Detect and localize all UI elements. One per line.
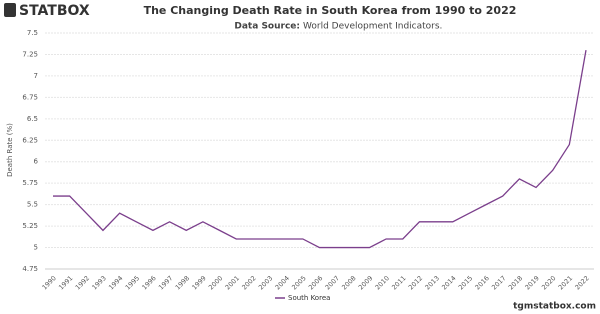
x-tick-label: 2002	[240, 274, 257, 291]
x-tick-label: 2000	[207, 274, 224, 291]
logo: STATBOX	[19, 3, 90, 19]
y-tick-label: 6.75	[22, 93, 38, 101]
x-tick-label: 1994	[107, 274, 124, 291]
x-tick-label: 1997	[157, 274, 174, 291]
x-tick-label: 2018	[507, 274, 524, 291]
x-tick-label: 2022	[573, 274, 590, 291]
x-tick-label: 1992	[74, 274, 91, 291]
y-tick-label: 7.25	[22, 50, 38, 58]
y-tick-label: 5.5	[27, 201, 38, 209]
x-tick-label: 2014	[440, 274, 457, 291]
y-tick-label: 6.5	[27, 115, 38, 123]
x-tick-label: 2010	[374, 274, 391, 291]
x-tick-label: 2015	[457, 274, 474, 291]
x-tick-label: 1991	[57, 274, 74, 291]
x-tick-label: 2004	[274, 274, 291, 291]
x-tick-label: 1996	[140, 274, 157, 291]
x-tick-label: 2006	[307, 274, 324, 291]
x-tick-label: 2019	[524, 274, 541, 291]
data-line	[53, 50, 587, 249]
x-tick-label: 2001	[224, 274, 241, 291]
y-tick-label: 6	[34, 158, 39, 166]
x-tick-label: 2016	[474, 274, 491, 291]
x-tick-label: 2021	[557, 274, 574, 291]
x-tick-label: 2013	[424, 274, 441, 291]
y-axis-title: Death Rate (%)	[6, 123, 14, 177]
x-tick-label: 2012	[407, 274, 424, 291]
y-tick-label: 4.75	[22, 265, 38, 273]
x-tick-label: 1998	[174, 274, 191, 291]
chart-title: The Changing Death Rate in South Korea f…	[144, 4, 517, 17]
footer: tgmstatbox.com	[513, 302, 596, 312]
x-tick-label: 2009	[357, 274, 374, 291]
subtitle-label: Data Source:	[234, 22, 300, 32]
y-tick-label: 5.75	[22, 179, 38, 187]
y-tick-label: 5.25	[22, 222, 38, 230]
x-tick-label: 2003	[257, 274, 274, 291]
legend-label: South Korea	[288, 294, 330, 302]
x-tick-label: 1999	[190, 274, 207, 291]
x-tick-label: 1990	[40, 274, 57, 291]
x-tick-label: 2017	[490, 274, 507, 291]
x-tick-label: 2020	[540, 274, 557, 291]
x-tick-label: 2008	[340, 274, 357, 291]
x-tick-label: 2007	[324, 274, 341, 291]
y-tick-label: 7	[34, 72, 38, 80]
y-tick-label: 6.25	[22, 136, 38, 144]
y-tick-label: 5	[34, 244, 38, 252]
subtitle: World Development Indicators.	[303, 22, 442, 32]
x-tick-label: 1995	[124, 274, 141, 291]
y-tick-label: 7.5	[27, 29, 38, 37]
logo-icon	[4, 3, 16, 17]
x-tick-label: 2005	[290, 274, 307, 291]
x-tick-label: 2011	[390, 274, 407, 291]
x-tick-label: 1993	[90, 274, 107, 291]
